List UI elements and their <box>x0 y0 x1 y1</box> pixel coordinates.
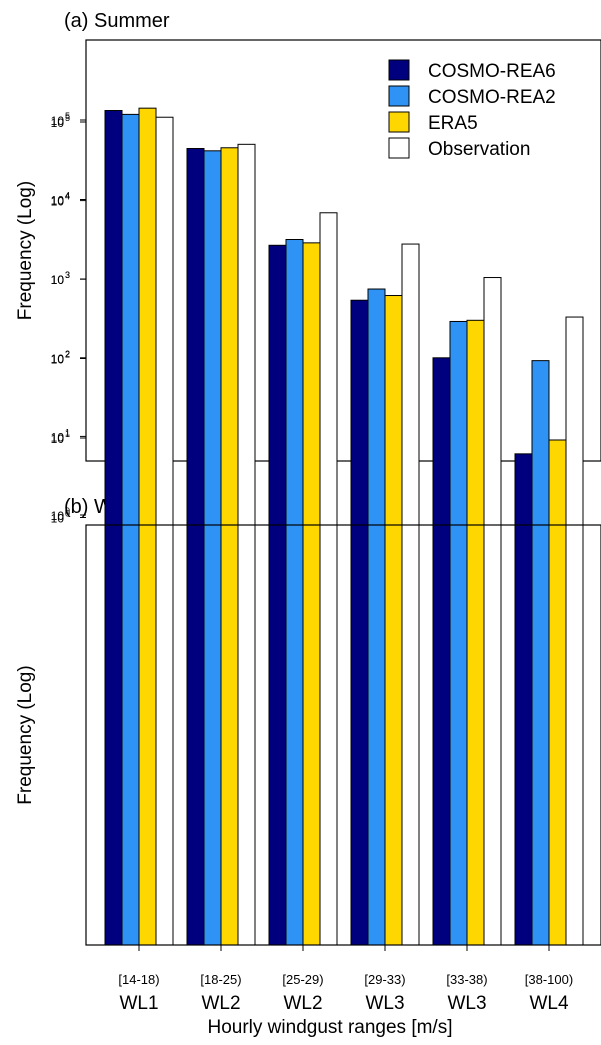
y-axis-label: Frequency (Log) <box>15 665 36 804</box>
y-tick-label: 10 <box>51 116 65 130</box>
x-tick-range-label: [29-33) <box>364 972 405 987</box>
y-tick-label: 10 <box>51 509 65 523</box>
y-tick-exponent: 3 <box>65 270 70 280</box>
y-tick-label: 10 <box>51 430 65 444</box>
bar-observation-5 <box>483 277 502 946</box>
y-tick-base: 10 <box>51 195 65 209</box>
x-axis-label: Hourly windgust ranges [m/s] <box>208 1017 453 1038</box>
plot-frame <box>85 39 601 462</box>
y-tick-base: 10 <box>51 352 65 366</box>
y-tick-exponent: 2 <box>65 349 70 359</box>
y-tick-exponent: 5 <box>65 111 70 121</box>
bar-observation-6 <box>565 316 584 946</box>
bar-era5-2 <box>220 147 239 946</box>
legend-label: Observation <box>428 139 530 160</box>
bar-era5-6 <box>548 439 567 946</box>
bar-observation-4 <box>401 243 420 946</box>
bar-cosmo-rea2-3 <box>285 238 304 946</box>
y-tick-label: 10 <box>51 195 65 209</box>
y-tick-base: 10 <box>51 512 65 526</box>
y-tick-exponent: 1 <box>65 427 70 437</box>
legend-label: COSMO-REA6 <box>428 61 556 82</box>
y-tick-base: 10 <box>51 432 65 446</box>
y-tick-base: 10 <box>51 273 65 287</box>
bar-era5-1 <box>138 107 157 946</box>
y-tick-base: 10 <box>51 353 65 367</box>
x-tick-level-label: WL2 <box>201 993 240 1014</box>
y-tick-label: 10 <box>51 273 65 287</box>
legend-swatch-era5 <box>388 111 410 133</box>
x-tick-level-label: WL3 <box>365 993 404 1014</box>
bar-cosmo-rea6-4 <box>350 299 369 946</box>
y-tick-exponent: 1 <box>65 429 70 439</box>
bar-cosmo-rea2-1 <box>121 113 140 946</box>
x-tick-level-label: WL4 <box>529 993 569 1014</box>
x-tick-level-label: WL1 <box>119 993 158 1014</box>
y-tick-label: 10 <box>51 352 65 366</box>
x-tick-range-label: [18-25) <box>200 972 241 987</box>
bar-cosmo-rea6-6 <box>514 453 533 946</box>
x-tick-level-label: WL2 <box>283 993 322 1014</box>
x-tick-range-label: [33-38) <box>446 972 487 987</box>
panel-winter: (b) WinterFrequency (Log)100101102103104… <box>15 107 601 1038</box>
bar-cosmo-rea6-3 <box>268 244 287 946</box>
y-tick-base: 10 <box>51 509 65 523</box>
y-axis-label: Frequency (Log) <box>15 181 36 320</box>
x-tick-range-label: [25-29) <box>282 972 323 987</box>
legend-label: ERA5 <box>428 113 478 134</box>
y-tick-base: 10 <box>51 114 65 128</box>
bar-cosmo-rea2-2 <box>203 150 222 946</box>
bar-cosmo-rea2-5 <box>449 320 468 946</box>
bar-cosmo-rea6-1 <box>104 110 123 946</box>
bar-cosmo-rea2-6 <box>531 360 550 946</box>
panel-title: (a) Summer <box>64 10 170 32</box>
bar-observation-3 <box>319 212 338 946</box>
y-tick-label: 10 <box>51 273 65 287</box>
legend: COSMO-REA6 COSMO-REA2 ERA5 Observation <box>388 59 556 160</box>
y-tick-label: 10 <box>51 512 65 526</box>
x-tick-range-label: [14-18) <box>118 972 159 987</box>
y-tick-exponent: 5 <box>65 113 70 123</box>
bar-cosmo-rea2-4 <box>367 288 386 946</box>
legend-label: COSMO-REA2 <box>428 87 556 108</box>
y-tick-label: 10 <box>51 432 65 446</box>
y-tick-exponent: 3 <box>65 270 70 280</box>
y-tick-label: 10 <box>51 114 65 128</box>
legend-swatch-cosmo-rea6 <box>388 59 410 81</box>
bar-cosmo-rea6-5 <box>432 357 451 946</box>
y-tick-base: 10 <box>51 116 65 130</box>
bar-era5-5 <box>466 319 485 946</box>
legend-swatch-cosmo-rea2 <box>388 85 410 107</box>
y-tick-exponent: 4 <box>65 192 70 202</box>
y-tick-base: 10 <box>51 194 65 208</box>
bar-observation-1 <box>155 116 174 946</box>
y-tick-exponent: 4 <box>65 191 70 201</box>
y-tick-exponent: 0 <box>65 509 70 519</box>
plot-frame <box>85 524 601 946</box>
bar-cosmo-rea6-2 <box>186 148 205 946</box>
y-tick-exponent: 2 <box>65 350 70 360</box>
y-tick-label: 10 <box>51 353 65 367</box>
y-tick-base: 10 <box>51 273 65 287</box>
x-tick-range-label: [38-100) <box>525 972 573 987</box>
x-tick-level-label: WL3 <box>447 993 486 1014</box>
y-tick-base: 10 <box>51 430 65 444</box>
y-tick-exponent: 0 <box>65 506 70 516</box>
bar-era5-3 <box>302 242 321 946</box>
y-tick-label: 10 <box>51 194 65 208</box>
legend-swatch-observation <box>388 137 410 159</box>
bar-observation-2 <box>237 143 256 946</box>
bar-era5-4 <box>384 295 403 946</box>
